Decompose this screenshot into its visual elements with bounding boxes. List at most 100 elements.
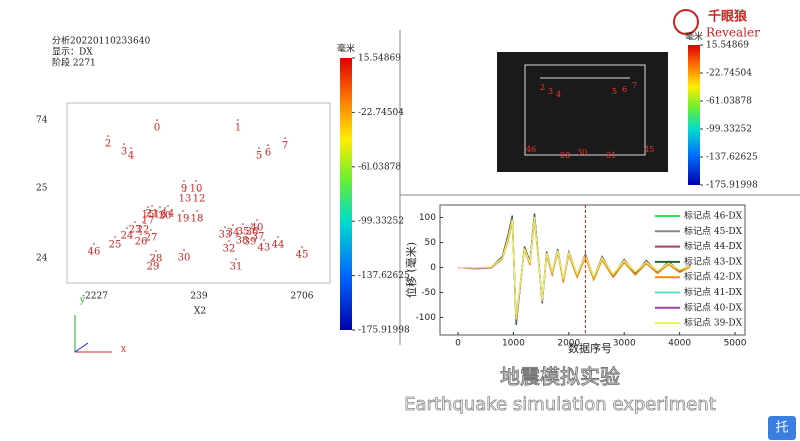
point	[257, 228, 259, 230]
point	[263, 239, 265, 241]
point	[130, 147, 132, 149]
point-label: 3	[121, 147, 127, 158]
y-tick-label: 25	[36, 184, 48, 194]
colorbar-unit: 毫米	[337, 43, 355, 55]
camera-label: 28	[560, 151, 570, 160]
point	[228, 240, 230, 242]
x-tick-label: 2000	[557, 339, 580, 349]
corner-label: 托	[775, 421, 788, 436]
caption-zh: 地震模拟实验	[500, 365, 620, 389]
point	[123, 143, 125, 145]
point	[251, 223, 253, 225]
camera-label: 6	[622, 85, 627, 94]
caption-en: Earthquake simulation experiment	[404, 394, 716, 415]
y-tick-label: -100	[416, 313, 437, 323]
colorbar-label: -61.03878	[706, 97, 752, 107]
point	[256, 219, 258, 221]
point-label: 40	[251, 223, 264, 234]
point	[242, 223, 244, 225]
x-tick-label: -2227	[82, 292, 108, 302]
x-tick-label: 3000	[613, 339, 636, 349]
camera-label: 2	[540, 83, 545, 92]
point	[126, 227, 128, 229]
point-label: 13	[179, 194, 192, 205]
point	[241, 232, 243, 234]
logo-name: 千眼狼	[708, 9, 748, 25]
point	[184, 190, 186, 192]
point	[235, 258, 237, 260]
point-label: 0	[154, 123, 160, 134]
point	[156, 119, 158, 121]
point	[159, 206, 161, 208]
point-label: 5	[256, 151, 262, 162]
camera-label: 30	[577, 148, 587, 157]
point-label: 34	[227, 228, 240, 239]
camera-label: 7	[632, 81, 637, 90]
y-tick-label: 24	[36, 254, 48, 264]
legend-label: 标记点 44-DX	[684, 240, 743, 252]
y-axis-title: 位移 (毫米)	[404, 242, 418, 298]
camera-label: 3	[548, 87, 553, 96]
point-label: 35	[237, 227, 250, 238]
point-label: 38	[236, 236, 249, 247]
point	[183, 180, 185, 182]
point	[249, 233, 251, 235]
x-tick-label: 2706	[291, 292, 314, 302]
colorbar	[688, 45, 700, 185]
y-tick-label: 100	[419, 213, 436, 223]
frame-structure	[524, 64, 646, 156]
axis-y-label: y	[79, 296, 86, 306]
point	[237, 119, 239, 121]
colorbar-label: -137.62625	[706, 153, 758, 163]
camera-label: 4	[556, 90, 561, 99]
camera-label: 31	[606, 151, 616, 160]
point-label: 29	[147, 262, 160, 273]
point	[196, 210, 198, 212]
point-label: 44	[272, 240, 285, 251]
point-label: 15	[142, 210, 155, 221]
point-label: 27	[145, 233, 158, 244]
logo-brand: Revealer	[706, 26, 760, 40]
point	[147, 206, 149, 208]
colorbar-unit: 毫米	[685, 31, 703, 43]
legend-label: 标记点 42-DX	[684, 271, 743, 283]
colorbar-label: -6l.03878	[358, 162, 401, 172]
point-label: 6	[265, 148, 271, 159]
point	[134, 221, 136, 223]
point	[142, 221, 144, 223]
point	[301, 246, 303, 248]
point-label: 20	[159, 211, 172, 222]
point	[198, 190, 200, 192]
legend-label: 标记点 43-DX	[684, 255, 743, 267]
point-label: 45	[296, 250, 309, 261]
point-label: 23	[129, 225, 142, 236]
point	[267, 144, 269, 146]
corner-button[interactable]	[768, 416, 796, 440]
point	[114, 236, 116, 238]
point	[182, 210, 184, 212]
point-label: 17	[142, 216, 155, 227]
point-label: 1	[235, 123, 241, 134]
legend-label: 标记点 45-DX	[684, 225, 743, 237]
colorbar-label: -175.91998	[706, 181, 758, 191]
point-label: 14	[162, 209, 175, 220]
plot-frame	[439, 204, 746, 336]
point	[151, 205, 153, 207]
point-label: 30	[178, 253, 191, 264]
x-tick-label: 0	[455, 339, 461, 349]
y-tick-label: 74	[36, 116, 48, 126]
point-label: 28	[150, 254, 163, 265]
point-label: 31	[230, 262, 243, 273]
point	[224, 226, 226, 228]
point	[107, 135, 109, 137]
x-tick-label: 239	[190, 292, 207, 302]
point	[152, 258, 154, 260]
point	[232, 224, 234, 226]
colorbar-label: 15.54869	[706, 41, 749, 51]
point	[147, 212, 149, 214]
point-label: 19	[177, 214, 190, 225]
colorbar-label: -99.33252	[706, 125, 752, 135]
x-axis-title: 数据序号	[568, 341, 612, 355]
point-label: 9	[181, 184, 187, 195]
